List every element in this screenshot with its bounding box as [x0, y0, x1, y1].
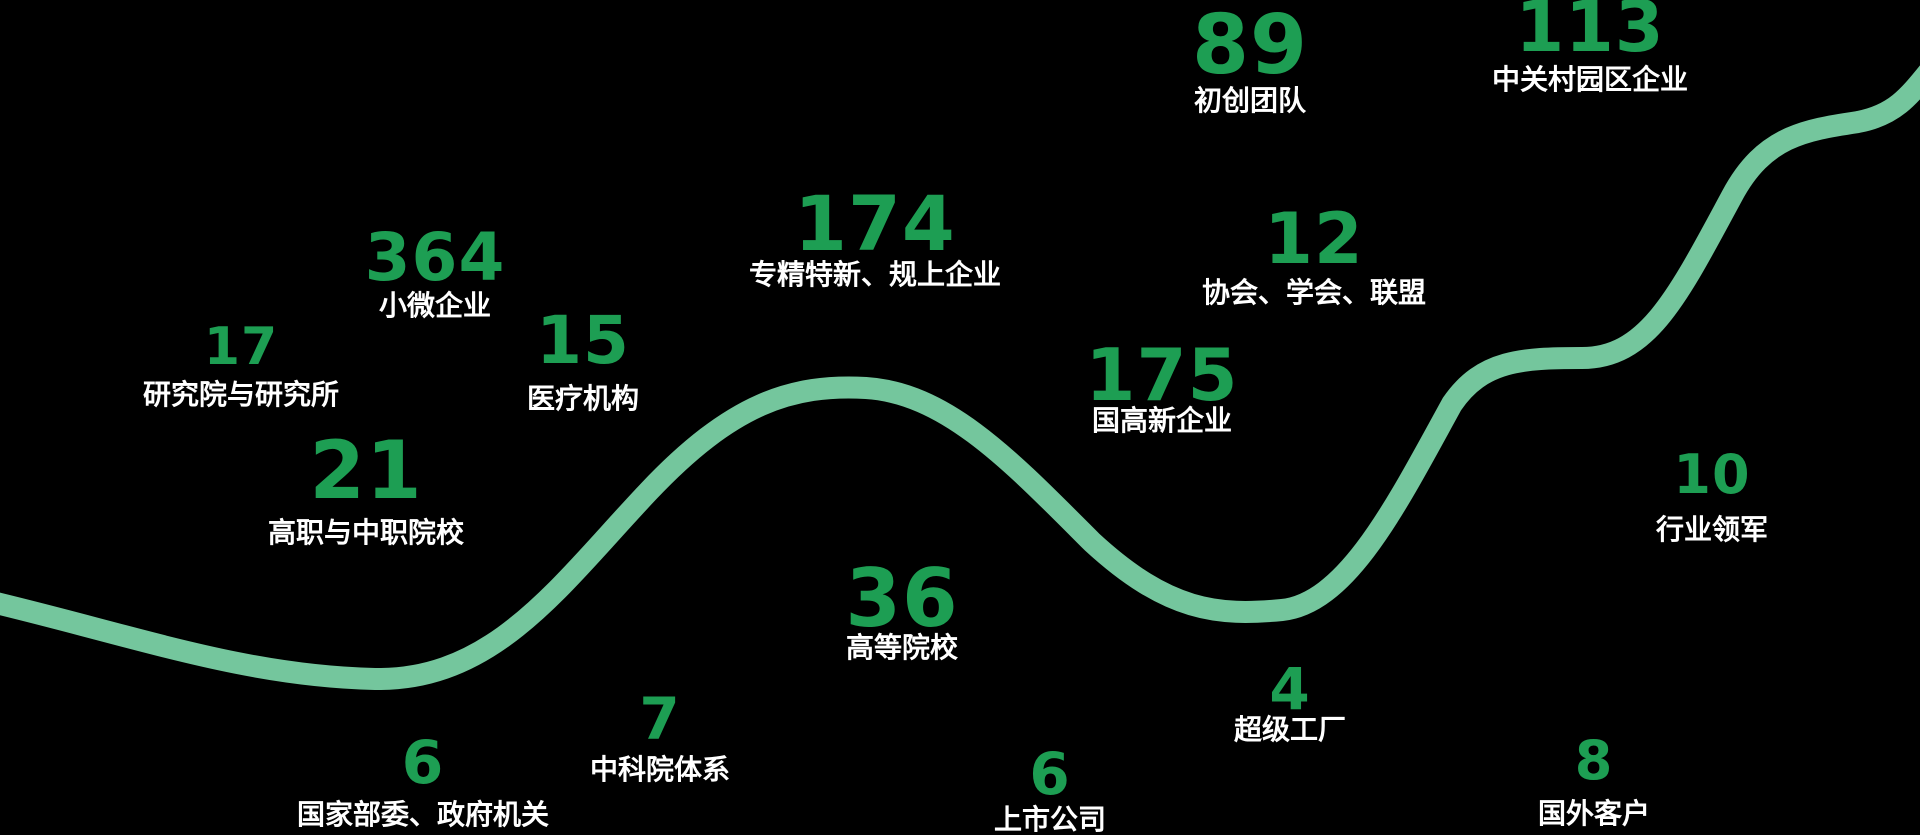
- stat-label: 协会、学会、联盟: [1201, 276, 1427, 309]
- stat-value: 174: [794, 179, 956, 268]
- stat-value: 36: [845, 552, 959, 645]
- stat-label: 专精特新、规上企业: [748, 258, 1002, 291]
- stat-value: 17: [203, 317, 279, 377]
- stat-label: 国家部委、政府机关: [296, 798, 550, 831]
- stat-value: 175: [1085, 333, 1239, 417]
- stat-label: 中科院体系: [589, 753, 731, 786]
- stat-value: 6: [401, 728, 445, 798]
- stat-label: 研究院与研究所: [142, 378, 340, 411]
- stat-value: 113: [1515, 0, 1665, 68]
- stat-value: 21: [309, 424, 423, 517]
- stat-label: 行业领军: [1655, 513, 1769, 546]
- stat-label: 超级工厂: [1233, 713, 1347, 746]
- stat-value: 4: [1269, 655, 1311, 723]
- stat-label: 高等院校: [845, 631, 959, 664]
- stat-label: 国外客户: [1537, 797, 1651, 830]
- stat-label: 中关村园区企业: [1491, 63, 1689, 96]
- stat-value: 6: [1029, 740, 1071, 808]
- stat-value: 12: [1264, 198, 1364, 280]
- growth-curve-line: [0, 65, 1920, 691]
- stat-label: 小微企业: [378, 289, 492, 322]
- stat-value: 89: [1191, 0, 1309, 93]
- stat-label: 初创团队: [1193, 84, 1307, 117]
- stat-label: 高职与中职院校: [267, 516, 465, 549]
- stat-label: 上市公司: [993, 803, 1107, 835]
- stat-value: 8: [1574, 729, 1614, 792]
- stat-value: 7: [639, 685, 681, 753]
- stat-label: 医疗机构: [526, 382, 640, 415]
- stat-value: 364: [364, 219, 506, 296]
- stat-value: 15: [536, 302, 630, 379]
- stat-value: 10: [1673, 443, 1751, 506]
- stat-label: 国高新企业: [1091, 404, 1233, 437]
